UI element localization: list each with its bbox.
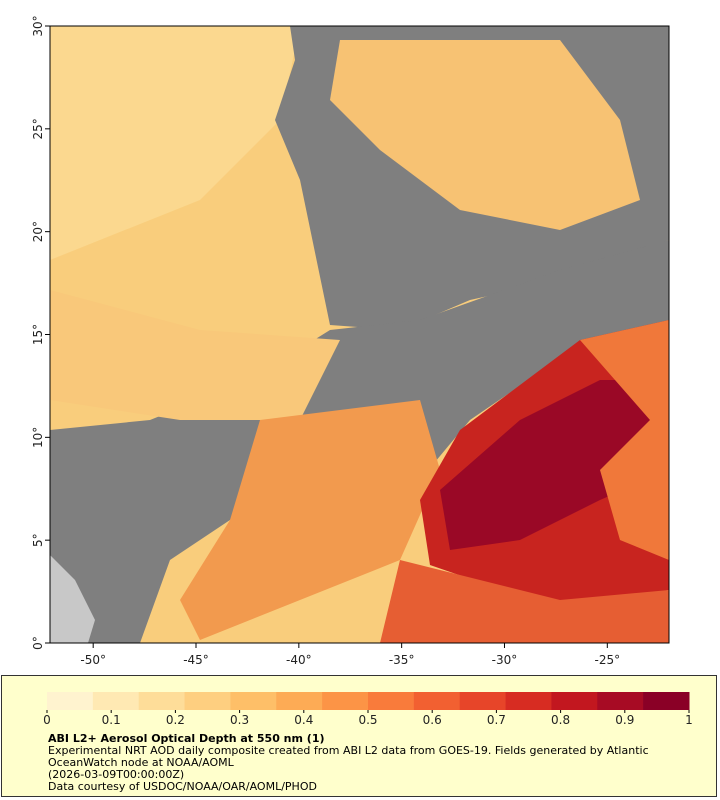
- y-tick-label: 30°: [31, 15, 45, 36]
- colorbar-segment: [138, 692, 186, 710]
- x-tick-label: -25°: [595, 653, 621, 667]
- colorbar-tick-label: 0.4: [294, 713, 313, 727]
- colorbar-tick-label: 0: [43, 713, 51, 727]
- colorbar-segment: [230, 692, 277, 710]
- colorbar-segment: [47, 692, 94, 710]
- caption-line: Experimental NRT AOD daily composite cre…: [48, 744, 649, 769]
- colorbar-tick-label: 0.8: [551, 713, 570, 727]
- x-tick-label: -30°: [492, 653, 518, 667]
- colorbar-segment: [276, 692, 323, 710]
- colorbar-segment: [322, 692, 369, 710]
- y-tick-label: 10°: [31, 427, 45, 448]
- x-tick-label: -45°: [183, 653, 209, 667]
- colorbar-segment: [368, 692, 415, 710]
- colorbar-segment: [597, 692, 644, 710]
- colorbar-tick-label: 0.9: [615, 713, 634, 727]
- colorbar-segment: [92, 692, 140, 710]
- caption: ABI L2+ Aerosol Optical Depth at 550 nm …: [48, 733, 688, 793]
- caption-title: ABI L2+ Aerosol Optical Depth at 550 nm …: [48, 732, 325, 745]
- colorbar-segment: [551, 692, 598, 710]
- caption-line: (2026-03-09T00:00:00Z): [48, 768, 185, 781]
- colorbar-tick-label: 0.1: [102, 713, 121, 727]
- colorbar-tick-label: 0.3: [230, 713, 249, 727]
- colorbar-segment: [413, 692, 461, 710]
- colorbar-tick-label: 1: [685, 713, 693, 727]
- y-tick-label: 5°: [31, 533, 45, 547]
- colorbar-segment: [184, 692, 231, 710]
- colorbar-tick-label: 0.7: [487, 713, 506, 727]
- colorbar-segment: [643, 692, 690, 710]
- y-tick-label: 0°: [31, 636, 45, 650]
- x-tick-label: -35°: [389, 653, 415, 667]
- map-image: [50, 26, 669, 643]
- colorbar-tick-label: 0.6: [423, 713, 442, 727]
- x-tick-label: -50°: [80, 653, 106, 667]
- y-tick-label: 25°: [31, 118, 45, 139]
- colorbar-tick-label: 0.5: [358, 713, 377, 727]
- y-tick-label: 15°: [31, 324, 45, 345]
- y-tick-label: 20°: [31, 221, 45, 242]
- colorbar-segment: [459, 692, 507, 710]
- colorbar-tick-label: 0.2: [166, 713, 185, 727]
- caption-line: Data courtesy of USDOC/NOAA/OAR/AOML/PHO…: [48, 780, 317, 793]
- x-tick-label: -40°: [286, 653, 312, 667]
- colorbar-segment: [505, 692, 552, 710]
